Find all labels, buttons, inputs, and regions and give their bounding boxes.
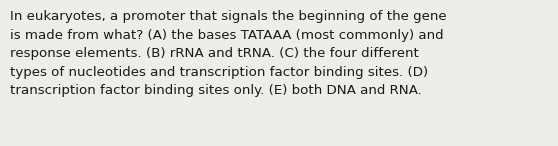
Text: In eukaryotes, a promoter that signals the beginning of the gene
is made from wh: In eukaryotes, a promoter that signals t… — [10, 10, 446, 97]
